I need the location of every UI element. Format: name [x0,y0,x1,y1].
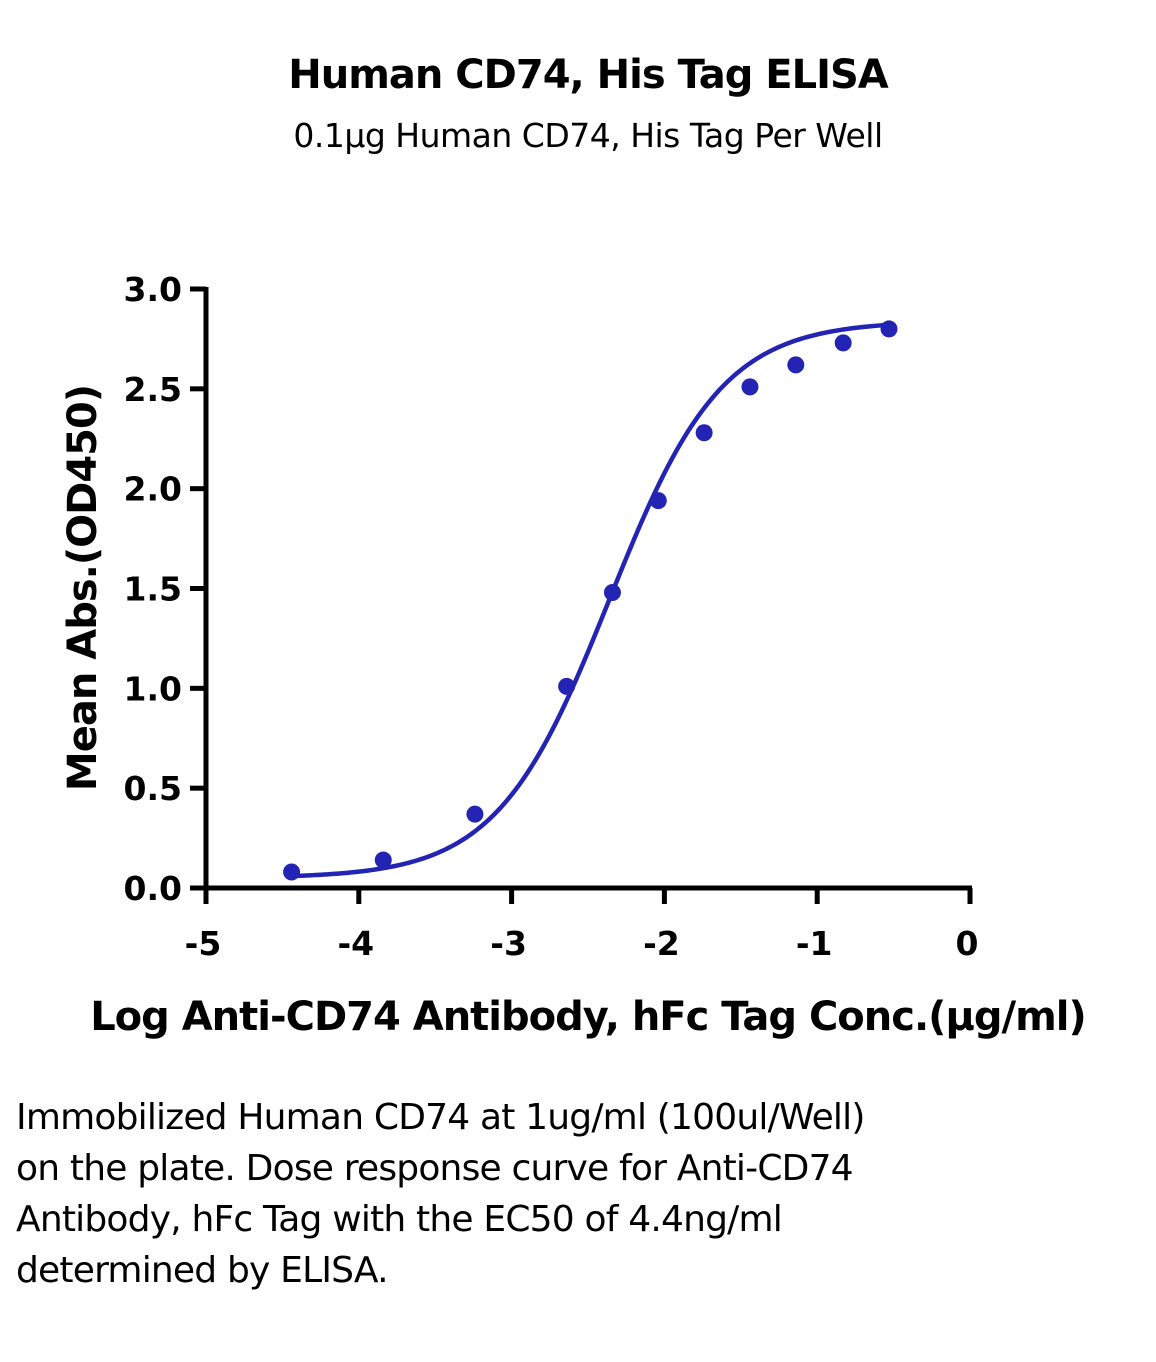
y-tick-label: 2.0 [124,470,182,509]
x-tick-label: -2 [643,924,680,963]
data-point [283,863,301,881]
data-point [695,424,713,442]
data-point [374,851,392,869]
x-tick-label: -5 [185,924,222,963]
data-point [466,805,484,823]
data-point [649,492,667,510]
x-axis-label: Log Anti-CD74 Antibody, hFc Tag Conc.(μg… [90,994,1086,1040]
x-tick-label: -3 [490,924,527,963]
data-point [880,320,898,338]
chart-subtitle: 0.1μg Human CD74, His Tag Per Well [293,116,883,155]
x-tick-label: -4 [337,924,374,963]
data-point [558,677,576,695]
x-tick-label: 0 [956,924,979,963]
y-tick-label: 2.5 [124,370,182,409]
y-tick-label: 1.5 [124,570,182,609]
data-points-layer [283,320,898,881]
data-point [787,356,805,374]
chart-title: Human CD74, His Tag ELISA [288,52,888,98]
y-axis-label: Mean Abs.(OD450) [60,385,106,791]
data-point [741,378,759,396]
y-tick-label: 3.0 [124,270,182,309]
y-tick-label: 1.0 [124,669,182,708]
y-tick-label: 0.5 [124,769,182,808]
elisa-dose-response-chart: -5 -4 -3 -2 -1 0 0.0 0.5 1.0 1.5 2.0 2.5 3.0 Log Ant… [60,270,1087,1040]
data-point [834,334,852,352]
fit-curve [291,322,890,879]
figure-caption: Immobilized Human CD74 at 1ug/ml (100ul/… [16,1097,865,1291]
y-tick-label: 0.0 [124,869,182,908]
fit-curve-layer [291,322,890,879]
data-point [603,583,621,601]
x-tick-label: -1 [796,924,833,963]
axes: -5 -4 -3 -2 -1 0 0.0 0.5 1.0 1.5 2.0 2.5 3.0 [124,270,979,963]
